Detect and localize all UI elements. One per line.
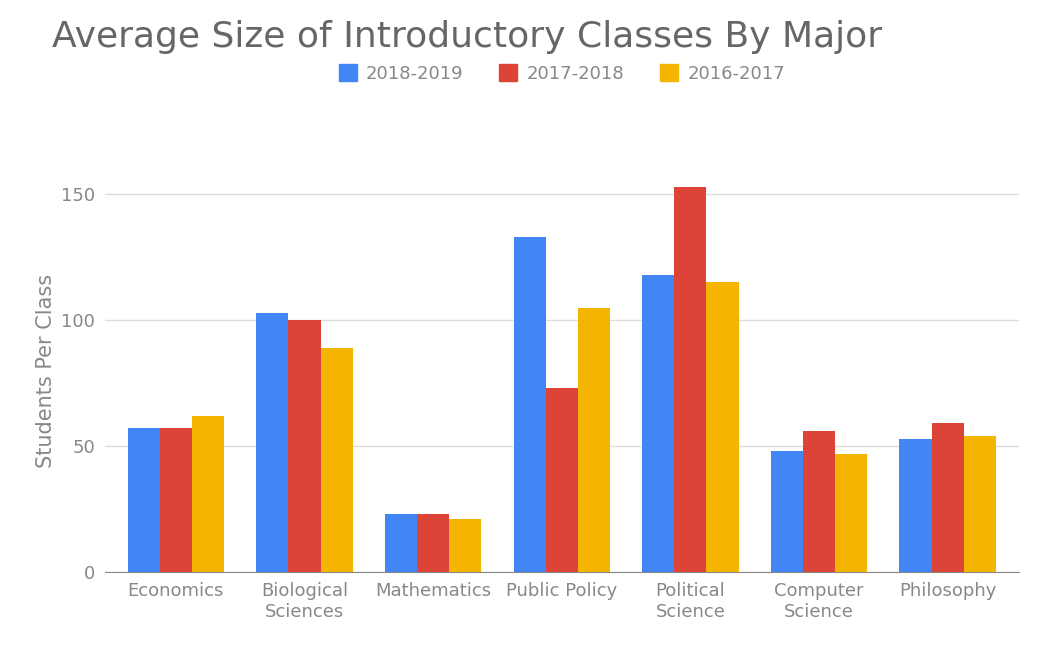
Bar <box>192 416 224 572</box>
Bar <box>931 423 964 572</box>
Bar <box>513 237 546 572</box>
Bar <box>964 436 996 572</box>
Bar <box>449 519 481 572</box>
Bar <box>835 454 867 572</box>
Bar <box>643 275 674 572</box>
Bar <box>160 428 192 572</box>
Bar <box>771 451 803 572</box>
Bar <box>256 313 289 572</box>
Bar <box>289 320 320 572</box>
Y-axis label: Students Per Class: Students Per Class <box>36 274 56 467</box>
Bar <box>417 514 449 572</box>
Bar <box>546 388 578 572</box>
Bar <box>674 187 707 572</box>
Bar <box>803 431 835 572</box>
Bar <box>707 282 738 572</box>
Bar <box>127 428 160 572</box>
Text: Average Size of Introductory Classes By Major: Average Size of Introductory Classes By … <box>52 20 883 53</box>
Bar <box>320 348 353 572</box>
Bar <box>900 439 931 572</box>
Bar <box>578 307 610 572</box>
Legend: 2018-2019, 2017-2018, 2016-2017: 2018-2019, 2017-2018, 2016-2017 <box>332 57 792 90</box>
Bar <box>385 514 417 572</box>
